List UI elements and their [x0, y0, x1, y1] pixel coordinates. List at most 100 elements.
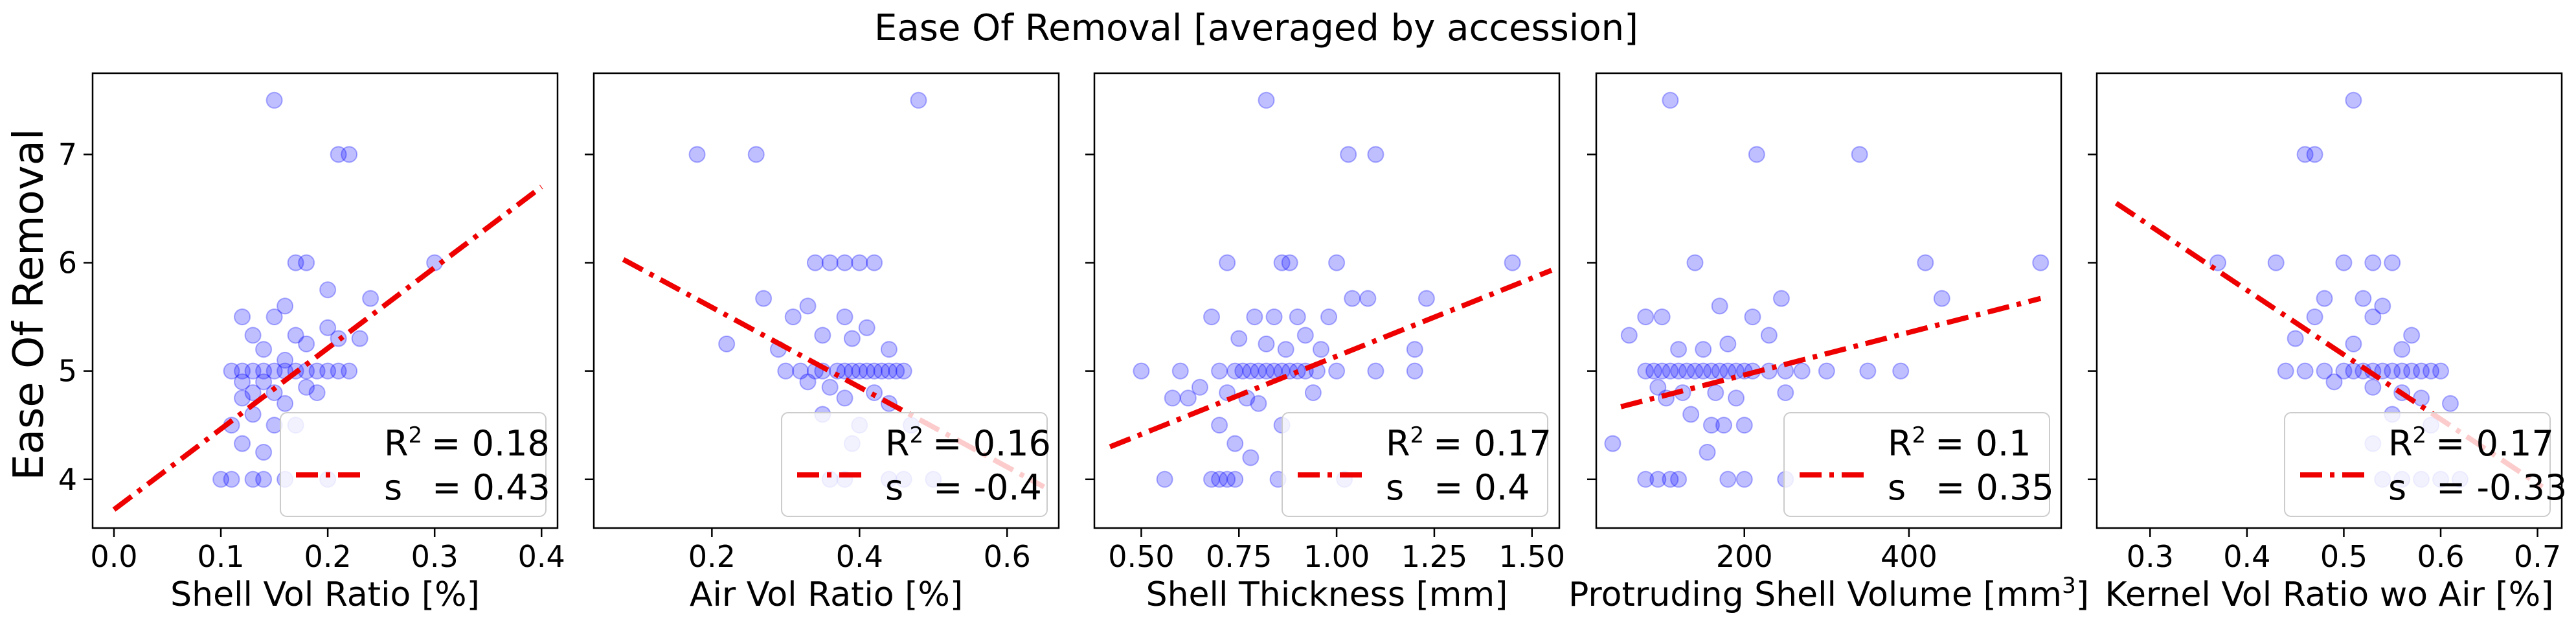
legend-r2-label: R [2388, 423, 2413, 464]
data-point [351, 330, 368, 347]
data-point [895, 362, 912, 380]
data-point [1748, 146, 1765, 163]
data-point [880, 362, 898, 380]
legend-slope-value: = -0.33 [2436, 467, 2567, 508]
data-point [829, 362, 846, 380]
data-point [910, 91, 927, 109]
x-axis-label-text: Shell Vol Ratio [%] [170, 575, 480, 614]
legend-r2-label: R [384, 423, 409, 464]
legend-r2: R2 = 0.16 [885, 422, 1051, 464]
scatter-points [2209, 91, 2469, 488]
data-point [1728, 389, 1745, 407]
data-point [1719, 335, 1737, 352]
data-point [2374, 297, 2391, 315]
legend-box [781, 412, 1048, 517]
data-point [821, 254, 839, 271]
x-tick-label: 200 [1716, 539, 1773, 574]
data-point [244, 384, 262, 402]
data-point [362, 290, 379, 307]
data-point [330, 362, 347, 380]
legend-slope-label: s [2388, 467, 2406, 508]
data-point [255, 362, 273, 380]
x-axis-label-text: Air Vol Ratio [%] [690, 575, 963, 614]
axes-frame [1595, 72, 2062, 529]
x-axis-label: Protruding Shell Volume [mm3] [1568, 573, 2089, 614]
data-point [1191, 378, 1208, 396]
data-point [1793, 362, 1811, 380]
data-point [1226, 435, 1244, 452]
data-point [266, 308, 283, 326]
data-point [880, 341, 898, 358]
data-point [234, 373, 251, 391]
data-point [266, 362, 283, 380]
data-point [2413, 362, 2430, 380]
data-point [2423, 362, 2440, 380]
legend-slope: s = 0.4 [1386, 467, 1530, 508]
legend-slope: s = 0.43 [384, 467, 550, 508]
legend-r2-label: R [1386, 423, 1410, 464]
legend-slope-label: s [1386, 467, 1404, 508]
y-tick-label: 6 [58, 246, 77, 281]
data-point [1649, 470, 1667, 488]
y-tick-label: 7 [58, 137, 77, 172]
data-point [792, 362, 809, 380]
data-point [1707, 384, 1724, 402]
data-point [1686, 254, 1704, 271]
legend-slope-value: = 0.35 [1936, 467, 2054, 508]
subplot-2: R2 = 0.16 s = -0.4 0.2 0.4 0.6 Air Vol Ratio [%… [585, 72, 1060, 614]
legend-r2: R2 = 0.17 [1386, 422, 1552, 464]
data-point [298, 378, 315, 396]
legend-r2-value: = 0.1 [1935, 423, 2031, 464]
y-tick-label: 4 [58, 462, 77, 497]
x-tick-label: 0.4 [836, 539, 883, 574]
data-point [223, 470, 240, 488]
data-point [1211, 470, 1228, 488]
x-axis-label-text: Shell Thickness [mm] [1146, 575, 1508, 614]
data-point [2393, 362, 2411, 380]
legend-r2-superscript: 2 [1912, 422, 1926, 448]
data-point [277, 351, 294, 369]
data-point [1406, 341, 1423, 358]
data-point [1777, 384, 1794, 402]
data-point [1328, 254, 1346, 271]
x-tick-label: 0.6 [2417, 539, 2464, 574]
legend-r2-label: R [885, 423, 910, 464]
data-point [330, 146, 347, 163]
data-point [2441, 395, 2459, 412]
data-point [266, 91, 283, 109]
data-point [806, 254, 824, 271]
y-tick-label: 5 [58, 354, 77, 389]
data-point [1156, 470, 1173, 488]
data-point [1281, 254, 1298, 271]
data-point [1645, 362, 1662, 380]
subplot-3: R2 = 0.17 s = 0.4 0.50 0.75 1.00 1.25 1.50Shell … [1085, 72, 1565, 614]
data-point [2296, 146, 2314, 163]
legend: R2 = 0.17 s = -0.33 [2284, 412, 2567, 517]
data-point [1735, 417, 1753, 434]
data-point [1406, 362, 1423, 380]
data-point [1744, 308, 1761, 326]
data-point [1289, 308, 1306, 326]
data-point [2325, 373, 2343, 391]
data-point [1164, 389, 1181, 407]
data-point [1203, 470, 1221, 488]
legend-box [280, 412, 547, 517]
legend-r2: R2 = 0.1 [1888, 422, 2031, 464]
data-point [1699, 444, 1716, 461]
data-point [287, 327, 304, 344]
legend-slope-value: = 0.4 [1434, 467, 1530, 508]
legend: R2 = 0.1 s = 0.35 [1783, 412, 2054, 517]
x-tick-label: 0.2 [688, 539, 736, 574]
data-point [1653, 362, 1671, 380]
subplots: R2 = 0.18s = 0.430.0 0.1 0.2 0.3 0.44567Shell … [58, 72, 2567, 614]
legend-box [2284, 412, 2551, 517]
data-point [1682, 406, 1700, 423]
data-point [1250, 395, 1267, 412]
data-point [866, 254, 883, 271]
data-point [784, 308, 802, 326]
data-point [1179, 389, 1197, 407]
x-tick-label: 0.6 [984, 539, 1031, 574]
x-tick-label: 1.25 [1401, 539, 1467, 574]
data-point [1735, 470, 1753, 488]
